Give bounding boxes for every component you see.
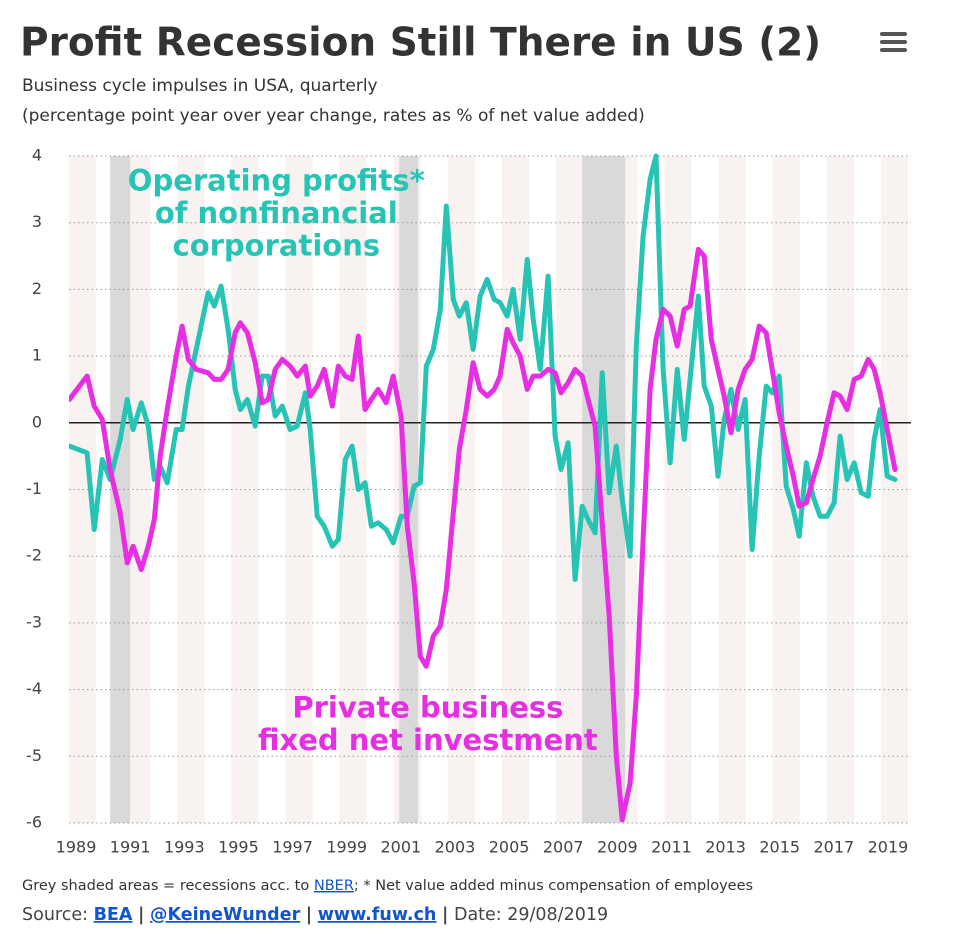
source-link[interactable]: BEA (94, 905, 133, 925)
y-tick-label: 3 (32, 212, 42, 231)
y-tick-label: 0 (32, 412, 42, 431)
separator: | (138, 905, 144, 925)
x-tick-label: 2001 (380, 838, 421, 857)
menu-button[interactable] (880, 32, 907, 52)
annotation: fixed net investment (258, 723, 598, 757)
subtitle: (percentage point year over year change,… (22, 106, 645, 126)
year-stripe (880, 156, 909, 823)
x-tick-label: 1989 (56, 838, 97, 857)
x-tick-label: 1993 (164, 838, 205, 857)
annotation: corporations (173, 229, 381, 263)
separator: | (306, 905, 312, 925)
annotation: Private business (292, 691, 563, 725)
footnote: Grey shaded areas = recessions acc. to N… (22, 878, 753, 894)
date: Date: 29/08/2019 (454, 905, 608, 925)
y-tick-label: -4 (26, 679, 42, 698)
source-label: Source: (22, 905, 88, 925)
year-stripe (718, 156, 746, 823)
series-line (69, 246, 898, 823)
year-stripe (826, 156, 854, 823)
source-link[interactable]: www.fuw.ch (318, 905, 437, 925)
y-tick-label: -1 (26, 479, 42, 498)
x-tick-label: 1995 (218, 838, 259, 857)
recession-band (110, 156, 131, 823)
x-tick-label: 2013 (705, 838, 746, 857)
series-line (69, 153, 898, 582)
y-tick-label: -6 (26, 813, 42, 832)
x-tick-label: 1999 (326, 838, 367, 857)
annotation: of nonfinancial (155, 196, 398, 230)
chart-title: Profit Recession Still There in US (2) (20, 21, 821, 66)
x-tick-label: 2005 (489, 838, 530, 857)
annotation: Operating profits* (128, 164, 425, 198)
y-tick-label: 4 (32, 146, 42, 165)
x-tick-label: 1997 (272, 838, 313, 857)
recession-band (399, 156, 419, 823)
x-tick-label: 2009 (597, 838, 638, 857)
x-tick-label: 2015 (759, 838, 800, 857)
x-tick-label: 1991 (110, 838, 151, 857)
nber-link[interactable]: NBER (314, 878, 354, 894)
footnote-text: ; * Net value added minus compensation o… (354, 878, 753, 894)
y-tick-label: -2 (26, 546, 42, 565)
x-tick-label: 2003 (435, 838, 476, 857)
x-tick-label: 2019 (868, 838, 909, 857)
x-tick-label: 2017 (814, 838, 855, 857)
source-line: Source: BEA | @KeineWunder | www.fuw.ch … (22, 905, 608, 925)
y-tick-label: 1 (32, 346, 42, 365)
subtitle: Business cycle impulses in USA, quarterl… (22, 76, 378, 96)
y-tick-label: -3 (26, 612, 42, 631)
footnote-text: Grey shaded areas = recessions acc. to (22, 878, 314, 894)
x-tick-label: 2007 (543, 838, 584, 857)
source-link[interactable]: @KeineWunder (150, 905, 301, 925)
separator: | (442, 905, 448, 925)
x-tick-label: 2011 (651, 838, 692, 857)
y-tick-label: -5 (26, 746, 42, 765)
y-tick-label: 2 (32, 279, 42, 298)
